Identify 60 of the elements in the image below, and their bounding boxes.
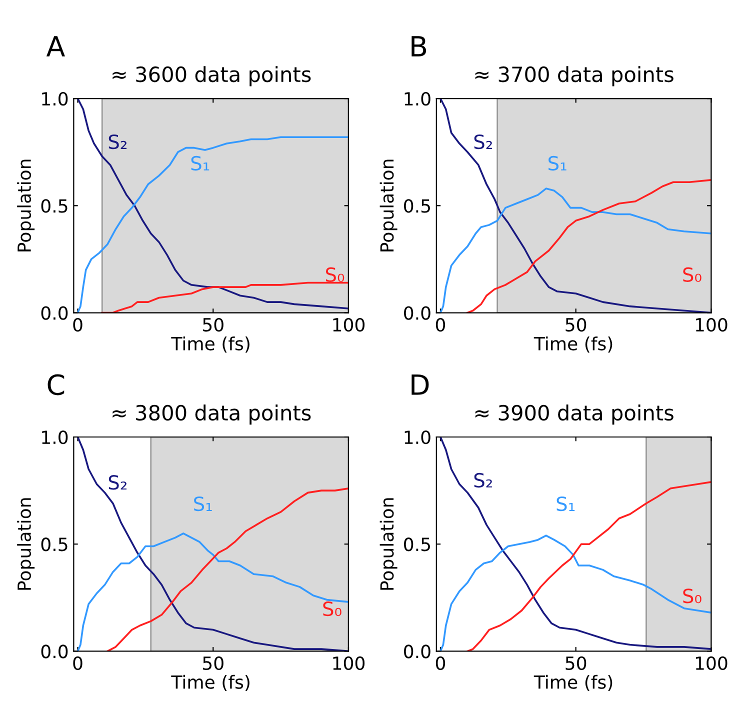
y-axis-title: Population (17, 160, 35, 252)
x-tick-label: 50 (203, 656, 224, 670)
x-axis-title: Time (fs) (534, 674, 612, 692)
line-series (440, 534, 712, 652)
y-tick-label: 1.0 (42, 92, 68, 106)
y-tick-label: 0.5 (404, 199, 430, 213)
text: S₀ (683, 588, 702, 604)
series-label: S₁ (194, 496, 212, 512)
y-tick-label: 0.5 (41, 538, 68, 552)
x-tick-label: 100 (333, 656, 365, 670)
x-axis-title: Time (fs) (171, 336, 250, 353)
text: S₀ (323, 601, 342, 616)
y-tick-label: 0.0 (404, 306, 430, 320)
text: B (412, 36, 426, 56)
y-axis-title: Population (380, 160, 398, 252)
text: S₀ (683, 267, 702, 282)
x-tick-label: 0 (436, 656, 446, 670)
line-series (466, 179, 712, 313)
series-label: S₂ (474, 134, 492, 150)
y-axis-title: Population (380, 498, 398, 590)
x-tick-label: 50 (566, 656, 586, 670)
line-series (76, 437, 348, 652)
series-label: S₂ (474, 472, 492, 488)
y-tick-label: 0.5 (404, 538, 430, 552)
series-label: S₁ (191, 156, 210, 171)
line-series (440, 437, 712, 650)
text: A (46, 36, 65, 56)
x-tick-label: 50 (203, 318, 224, 332)
y-tick-label: 0.0 (41, 306, 68, 320)
chart-title: ≈ 3600 data points (112, 66, 311, 86)
line-series (440, 188, 712, 313)
line-series (76, 136, 348, 313)
x-tick-label: 100 (333, 318, 365, 332)
x-tick-label: 0 (73, 318, 82, 332)
y-tick-label: 0.0 (404, 644, 430, 658)
y-tick-label: 1.0 (404, 430, 430, 444)
series-label: S₂ (108, 134, 127, 150)
text: C (48, 374, 64, 396)
chart-title: ≈ 3700 data points (475, 66, 674, 86)
series-label: S₂ (108, 475, 127, 490)
x-tick-label: 50 (566, 318, 586, 332)
series-label: S₁ (548, 156, 566, 171)
y-tick-label: 1.0 (42, 430, 68, 444)
y-tick-label: 0.0 (41, 644, 68, 658)
chart-title: ≈ 3800 data points (112, 404, 311, 425)
y-tick-label: 1.0 (404, 92, 430, 106)
chart-title: ≈ 3900 data points (475, 404, 674, 425)
y-tick-label: 0.5 (41, 199, 68, 213)
line-series (76, 532, 348, 652)
x-tick-label: 0 (73, 656, 82, 670)
series-label: S₀ (326, 267, 344, 282)
x-axis-title: Time (fs) (534, 336, 612, 353)
y-axis-title: Population (17, 498, 35, 590)
x-tick-label: 0 (436, 318, 446, 332)
x-tick-label: 100 (696, 318, 728, 332)
line-series (440, 98, 712, 313)
text: D (412, 374, 429, 395)
x-tick-label: 100 (696, 656, 728, 670)
x-axis-title: Time (fs) (171, 674, 250, 692)
series-label: S₁ (556, 496, 575, 512)
